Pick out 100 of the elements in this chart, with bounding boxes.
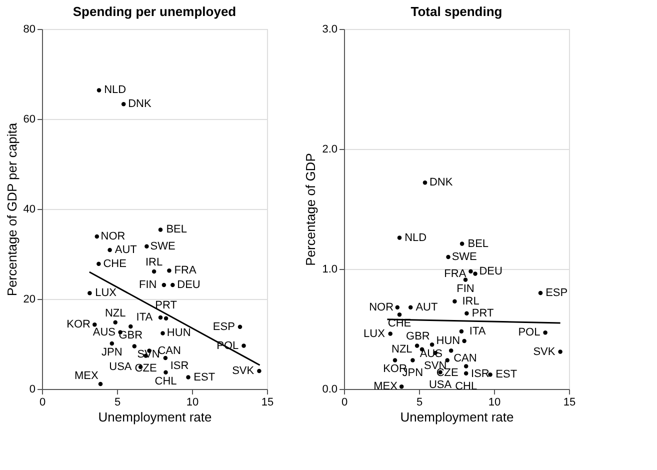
annotation: NLD	[104, 84, 126, 96]
x-tick-label: 10	[488, 396, 501, 408]
point	[543, 330, 548, 335]
y-tick-label: 20	[23, 294, 36, 306]
annotation: SVK	[533, 346, 556, 358]
annotation: FRA	[174, 264, 197, 277]
point	[408, 305, 413, 310]
annotation: SVK	[232, 365, 255, 377]
annotation: CAN	[454, 352, 477, 365]
point	[108, 248, 112, 252]
point	[446, 254, 450, 260]
point	[399, 384, 404, 389]
annotation: ITA	[136, 311, 154, 324]
point	[397, 236, 402, 240]
y-tick-label: 3.0	[322, 24, 338, 36]
annotation: MEX	[74, 370, 99, 382]
annotation: USA	[109, 360, 132, 373]
annotation: EST	[194, 371, 216, 384]
point	[462, 338, 466, 344]
annotation: AUT	[416, 301, 438, 314]
point	[452, 299, 457, 304]
annotation: ESP	[212, 320, 235, 333]
x-tick-label: 15	[261, 396, 274, 408]
point	[392, 358, 398, 362]
annotation: DNK	[128, 98, 152, 110]
point	[459, 329, 464, 334]
point	[414, 344, 420, 348]
point	[163, 356, 168, 360]
annotation: CHL	[154, 375, 177, 388]
point	[94, 234, 100, 239]
annotation: CHE	[103, 258, 126, 270]
annotation: NOR	[100, 230, 126, 242]
point	[98, 382, 103, 386]
x-axis-title: Unemployment rate	[98, 410, 212, 424]
x-axis-title: Unemployment rate	[400, 410, 514, 424]
annotation: BEL	[468, 238, 489, 250]
y-tick-label: 0	[29, 384, 36, 396]
point	[558, 350, 562, 354]
annotation: SWE	[150, 240, 176, 252]
y-axis-title: Percentage of GDP	[303, 153, 318, 266]
point	[158, 228, 163, 232]
point	[238, 324, 242, 330]
y-tick-label: 1.0	[322, 264, 338, 276]
annotation: LUX	[364, 328, 386, 340]
point	[144, 244, 149, 248]
x-tick-label: 0	[39, 396, 46, 408]
annotation: SWE	[452, 251, 477, 263]
point	[538, 290, 543, 296]
point	[164, 370, 168, 374]
annotation: CZE	[134, 362, 157, 375]
annotation: ISR	[471, 368, 490, 380]
point	[167, 268, 172, 273]
point	[395, 305, 400, 310]
y-tick-label: 80	[23, 24, 36, 36]
annotation: LUX	[95, 287, 118, 300]
annotation: KOR	[66, 318, 91, 331]
annotation: POL	[518, 326, 540, 339]
x-tick-label: 15	[563, 396, 576, 408]
point	[110, 341, 114, 346]
x-tick-label: 10	[186, 396, 199, 408]
annotation: DEU	[177, 279, 200, 292]
point	[448, 348, 454, 353]
point	[473, 272, 478, 276]
point	[113, 320, 118, 325]
y-tick-label: 60	[23, 114, 36, 126]
point	[430, 342, 434, 347]
annotation: GBR	[406, 330, 430, 343]
annotation: PRT	[155, 299, 178, 312]
annotation: FIN	[456, 282, 474, 295]
point	[257, 368, 262, 374]
point	[388, 332, 392, 336]
x-tick-label: 5	[114, 396, 121, 408]
annotation: HUN	[166, 327, 191, 340]
point	[96, 88, 102, 92]
annotation: NOR	[369, 301, 394, 314]
chart-title: Total spending	[410, 4, 502, 19]
annotation: DNK	[429, 176, 454, 189]
point	[464, 364, 468, 368]
annotation: IRL	[462, 295, 480, 308]
annotation: DEU	[479, 265, 503, 278]
point	[162, 282, 166, 288]
point	[186, 375, 190, 380]
annotation: ITA	[469, 325, 486, 338]
point	[121, 102, 126, 106]
point	[242, 344, 246, 348]
annotation: NZL	[392, 343, 412, 356]
point	[422, 180, 428, 185]
point	[132, 344, 137, 348]
point	[88, 291, 92, 296]
point	[92, 322, 97, 327]
point	[460, 242, 464, 246]
point	[468, 269, 473, 274]
point	[463, 278, 468, 282]
annotation: FIN	[138, 279, 157, 292]
y-tick-label: 2.0	[322, 144, 338, 156]
point	[410, 358, 415, 362]
point	[158, 315, 163, 320]
annotation: ESP	[546, 287, 568, 299]
annotation: IRL	[145, 256, 163, 269]
annotation: NLD	[404, 232, 427, 244]
